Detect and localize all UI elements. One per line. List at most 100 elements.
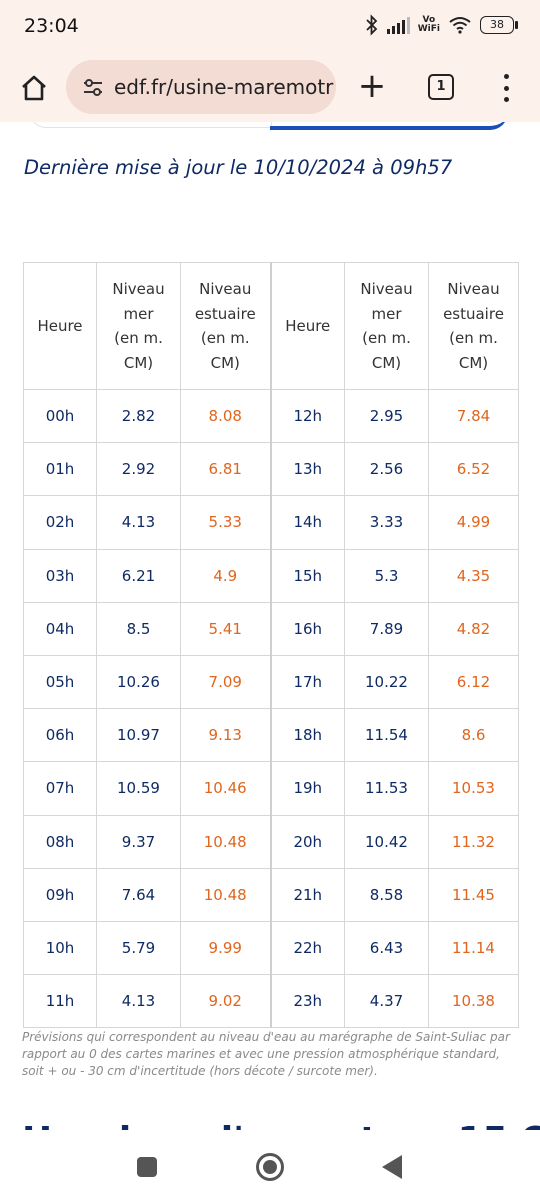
cell-sea: 6.43 [344,920,429,976]
cell-hour: 20h [269,814,345,869]
cell-hour: 14h [269,495,345,550]
home-button[interactable] [14,68,54,108]
cell-sea: 11.54 [344,708,429,763]
table-row: 08h 9.37 10.48 20h 10.42 11.32 [23,814,519,869]
status-icons: Vo WiFi 38 [365,14,518,36]
header-hour: Heure [23,262,97,390]
header-hour-2: Heure [269,262,345,390]
cell-estuary: 9.13 [180,708,271,763]
tune-icon[interactable] [82,76,104,98]
cell-sea: 7.64 [96,867,181,922]
new-tab-button[interactable]: + [356,68,388,108]
cell-hour: 17h [269,654,345,710]
cell-hour: 02h [23,495,97,550]
cell-hour: 15h [269,548,345,603]
cell-estuary: 5.33 [180,495,271,550]
vowifi-line1: Vo [422,15,436,25]
plus-icon: + [357,66,387,106]
header-estuary-level-2: Niveau estuaire (en m. CM) [428,262,519,390]
tab-count: 1 [436,79,446,94]
cell-estuary: 7.09 [180,654,271,710]
cell-sea: 2.92 [96,442,181,497]
cell-estuary: 10.46 [180,761,271,816]
cell-hour: 06h [23,708,97,763]
url-text[interactable]: edf.fr/usine-maremotr [114,75,334,99]
cell-hour: 05h [23,654,97,710]
cell-sea: 9.37 [96,814,181,869]
cell-estuary: 4.35 [428,548,519,603]
page-content: Dernière mise à jour le 10/10/2024 à 09h… [0,122,540,1130]
cell-hour: 08h [23,814,97,869]
cell-sea: 4.13 [96,974,181,1029]
cell-estuary: 11.45 [428,867,519,922]
cell-estuary: 6.52 [428,442,519,497]
cell-estuary: 10.48 [180,814,271,869]
table-row: 00h 2.82 8.08 12h 2.95 7.84 [23,388,519,444]
cell-estuary: 8.08 [180,388,271,444]
tab-switcher-button[interactable]: 1 [428,74,454,100]
cell-hour: 04h [23,601,97,656]
cell-estuary: 6.12 [428,654,519,710]
vowifi-line2: WiFi [417,24,440,34]
table-row: 11h 4.13 9.02 23h 4.37 10.38 [23,974,519,1029]
section-heading-partial: Horaires d'ouverture 15 Octobre [22,1120,540,1130]
address-bar[interactable]: edf.fr/usine-maremotr [66,60,336,114]
cell-hour: 09h [23,867,97,922]
tab-selector-remnant [30,122,510,130]
recent-apps-button[interactable] [137,1157,157,1177]
cell-estuary: 4.9 [180,548,271,603]
cell-estuary: 10.48 [180,867,271,922]
table-row: 04h 8.5 5.41 16h 7.89 4.82 [23,601,519,656]
tab-left-remnant[interactable] [30,122,272,128]
table-row: 03h 6.21 4.9 15h 5.3 4.35 [23,548,519,603]
forecast-note: Prévisions qui correspondent au niveau d… [22,1030,510,1078]
cell-sea: 10.42 [344,814,429,869]
header-estuary-level: Niveau estuaire (en m. CM) [180,262,271,390]
cell-hour: 11h [23,974,97,1029]
table-row: 02h 4.13 5.33 14h 3.33 4.99 [23,495,519,550]
cell-sea: 11.53 [344,761,429,816]
cell-hour: 16h [269,601,345,656]
signal-strength-icon [386,16,410,34]
cell-estuary: 11.32 [428,814,519,869]
nav-home-button[interactable] [256,1153,284,1181]
cell-hour: 23h [269,974,345,1029]
cell-sea: 7.89 [344,601,429,656]
table-row: 01h 2.92 6.81 13h 2.56 6.52 [23,442,519,497]
bluetooth-icon [366,14,378,36]
more-vert-icon[interactable] [496,72,516,104]
cell-hour: 10h [23,920,97,976]
cell-estuary: 9.99 [180,920,271,976]
table-row: 07h 10.59 10.46 19h 11.53 10.53 [23,761,519,816]
cell-sea: 10.26 [96,654,181,710]
cell-sea: 2.56 [344,442,429,497]
cell-estuary: 10.38 [428,974,519,1029]
battery-icon: 38 [480,16,518,34]
cell-sea: 2.95 [344,388,429,444]
cell-sea: 5.79 [96,920,181,976]
cell-estuary: 4.82 [428,601,519,656]
last-update-text: Dernière mise à jour le 10/10/2024 à 09h… [24,156,453,179]
cell-estuary: 8.6 [428,708,519,763]
cell-hour: 21h [269,867,345,922]
status-time: 23:04 [24,15,79,37]
nav-back-button[interactable] [382,1155,402,1179]
table-header-row: Heure Niveau mer (en m. CM) Niveau estuaire(… [23,262,519,390]
status-bar: 23:04 Vo WiFi 38 [0,0,540,54]
table-row: 06h 10.97 9.13 18h 11.54 8.6 [23,708,519,763]
wifi-icon [449,17,471,34]
tab-right-remnant-active[interactable] [270,122,508,130]
cell-sea: 3.33 [344,495,429,550]
cell-estuary: 6.81 [180,442,271,497]
cell-estuary: 4.99 [428,495,519,550]
cell-hour: 19h [269,761,345,816]
cell-hour: 13h [269,442,345,497]
cell-sea: 5.3 [344,548,429,603]
table-row: 10h 5.79 9.99 22h 6.43 11.14 [23,920,519,976]
cell-estuary: 7.84 [428,388,519,444]
cell-sea: 8.58 [344,867,429,922]
cell-sea: 6.21 [96,548,181,603]
browser-toolbar: edf.fr/usine-maremotr + 1 [0,54,540,122]
cell-hour: 01h [23,442,97,497]
cell-sea: 8.5 [96,601,181,656]
